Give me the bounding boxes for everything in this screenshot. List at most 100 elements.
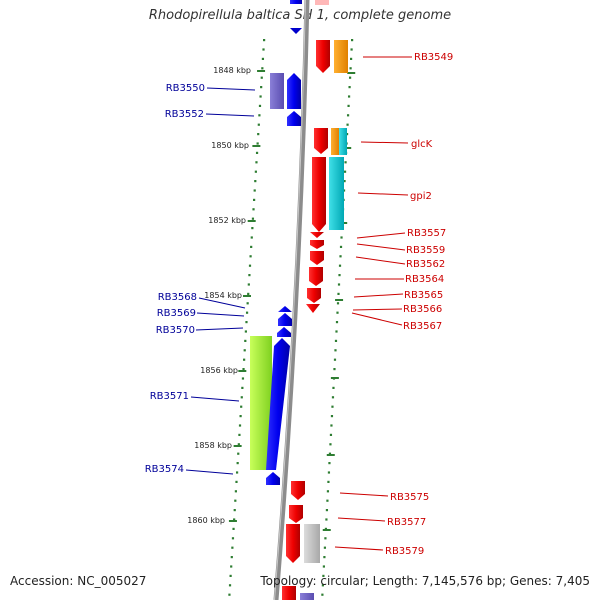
- accession-text: Accession: NC_005027: [10, 574, 147, 588]
- genome-backbone: [273, 0, 310, 600]
- scale-dot: [244, 330, 247, 333]
- gene-feature: [282, 586, 296, 600]
- scale-dot: [248, 264, 252, 267]
- scale-dot: [349, 57, 353, 60]
- scale-dot: [342, 189, 346, 192]
- scale-dot: [243, 358, 246, 361]
- scale-dot: [250, 245, 253, 248]
- gene-feature: [287, 73, 301, 109]
- gene-feature: [310, 240, 324, 249]
- forward-genes: [282, 40, 348, 600]
- scale-dot: [260, 86, 263, 89]
- right-gene-labels: RB3549 glcK gpi2 RB3557 RB3559 RB3562 RB…: [385, 52, 453, 557]
- scale-dot: [350, 48, 353, 51]
- genome-summary-text: Topology: circular; Length: 7,145,576 bp…: [260, 574, 590, 588]
- scale-dot: [259, 95, 262, 98]
- gene-feature: [314, 128, 328, 154]
- scale-dot: [325, 518, 328, 521]
- scale-dot: [232, 527, 235, 530]
- gene-feature: [250, 336, 272, 470]
- gene-label: RB3566: [403, 304, 442, 315]
- scale-dot: [238, 424, 242, 427]
- gene-label: RB3549: [414, 52, 453, 63]
- scale-dot: [247, 283, 250, 286]
- scale-dot: [324, 537, 327, 540]
- gene-feature: [289, 505, 303, 523]
- scale-dot: [231, 537, 235, 540]
- scale-dot: [257, 123, 260, 126]
- scale-dot: [348, 76, 352, 79]
- scale-dot: [257, 133, 260, 136]
- scale-label: 1858 kbp: [194, 441, 232, 450]
- reverse-genes: [250, 73, 301, 485]
- gene-label: RB3557: [407, 228, 446, 239]
- scale-dot: [241, 377, 245, 380]
- scale-dot: [337, 292, 340, 295]
- scale-dot: [258, 114, 261, 117]
- gene-feature: [266, 338, 290, 470]
- gene-label: RB3559: [406, 245, 445, 256]
- scale-dot: [327, 480, 330, 483]
- gene-feature: [286, 524, 300, 563]
- scale-dot: [230, 565, 233, 568]
- scale-dot: [229, 574, 232, 577]
- scale-dot: [327, 471, 331, 474]
- scale-dot: [255, 161, 258, 164]
- scale-labels: 1848 kbp 1850 kbp 1852 kbp 1854 kbp 1856…: [187, 66, 251, 525]
- gene-label: RB3567: [403, 321, 442, 332]
- scale-dot: [334, 349, 337, 352]
- gene-feature: [339, 128, 347, 155]
- scale-dot: [325, 509, 329, 512]
- scale-dot: [263, 39, 266, 42]
- gene-label: RB3571: [150, 391, 189, 402]
- scale-dot: [334, 339, 338, 342]
- scale-dot: [333, 368, 336, 371]
- scale-dot: [246, 302, 249, 305]
- scale-dot: [262, 48, 265, 51]
- scale-dot: [321, 584, 324, 587]
- scale-dot: [245, 311, 249, 314]
- scale-dot: [346, 114, 350, 117]
- scale-dot: [230, 556, 233, 559]
- scale-dot: [244, 339, 247, 342]
- scale-dot: [251, 227, 254, 230]
- scale-dot: [326, 499, 329, 502]
- scale-dot: [324, 527, 328, 530]
- scale-dot: [343, 170, 347, 173]
- gene-feature: [266, 472, 280, 485]
- scale-label: 1854 kbp: [204, 291, 242, 300]
- gene-feature: [329, 157, 344, 230]
- scale-dot: [328, 452, 332, 455]
- gene-feature: [331, 128, 339, 155]
- scale-dot: [235, 480, 238, 483]
- gene-feature: [270, 73, 284, 109]
- scale-dot: [241, 386, 244, 389]
- scale-dot: [322, 565, 325, 568]
- right-label-lines: [334, 56, 412, 551]
- scale-dot: [336, 302, 340, 305]
- scale-dot: [323, 556, 326, 559]
- scale-dot: [331, 396, 335, 399]
- gene-label: RB3569: [157, 308, 196, 319]
- left-gene-labels: RB3550 RB3552 RB3568 RB3569 RB3570 RB357…: [145, 83, 205, 475]
- gene-label: gpi2: [410, 191, 432, 202]
- gene-feature: [287, 111, 301, 126]
- gene-feature: [310, 251, 324, 265]
- scale-dot: [330, 424, 333, 427]
- scale-dot: [252, 208, 255, 211]
- scale-label: 1856 kbp: [200, 366, 238, 375]
- gene-feature: [304, 524, 320, 563]
- map-title: Rhodopirellula baltica SH 1, complete ge…: [148, 8, 452, 23]
- gene-feature: [291, 481, 305, 500]
- scale-dot: [326, 490, 330, 493]
- scale-dot: [238, 433, 241, 436]
- gene-label: RB3575: [390, 492, 429, 503]
- scale-dot: [250, 236, 253, 239]
- scale-dot: [248, 274, 251, 277]
- scale-dot: [240, 396, 243, 399]
- scale-dot: [255, 151, 259, 154]
- left-label-lines: [185, 87, 256, 475]
- scale-dot: [338, 274, 341, 277]
- scale-dot: [247, 292, 250, 295]
- scale-dot: [234, 499, 237, 502]
